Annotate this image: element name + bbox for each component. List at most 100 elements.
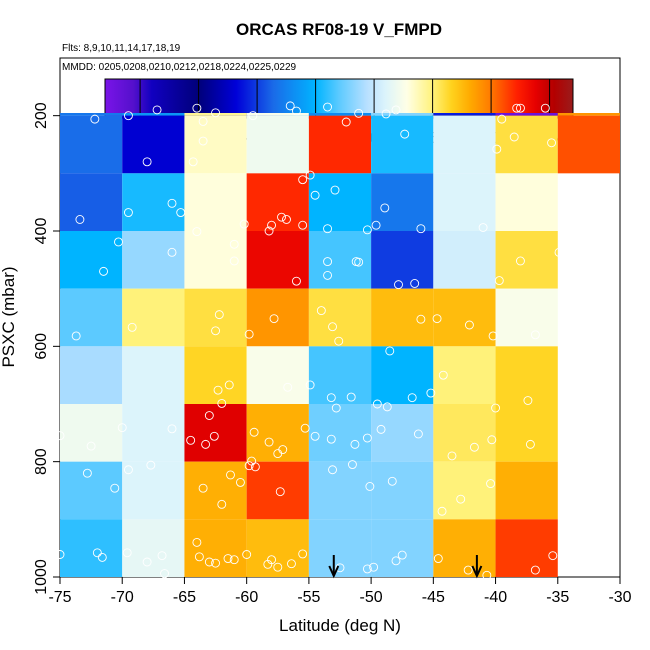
- observation-point: [167, 424, 177, 434]
- observation-point: [432, 314, 442, 324]
- heatmap-cell: [184, 231, 247, 289]
- observation-point: [407, 393, 417, 403]
- observation-point: [437, 506, 447, 516]
- heatmap-cell: [184, 113, 247, 116]
- heatmap-cell: [60, 461, 123, 520]
- observation-point: [482, 570, 492, 580]
- observation-point: [326, 434, 336, 444]
- heatmap-cell: [495, 404, 558, 462]
- observation-point: [287, 559, 296, 569]
- observation-point: [323, 257, 333, 267]
- x-axis: -75 -70 -65 -60 -55 -50 -45 -40 -35 -30: [48, 577, 632, 606]
- observation-point: [157, 551, 167, 561]
- observation-point: [86, 441, 96, 451]
- observation-point: [192, 537, 202, 547]
- observation-point: [463, 565, 473, 575]
- observation-point: [305, 380, 315, 390]
- observation-point: [328, 322, 337, 332]
- observation-point: [515, 256, 525, 266]
- heatmap-cell: [60, 404, 123, 462]
- observation-point: [491, 403, 501, 413]
- observation-point: [391, 105, 401, 115]
- heatmap-cell: [246, 115, 309, 174]
- arrow-head: [471, 565, 483, 579]
- heatmap-cell: [60, 231, 123, 289]
- observation-point: [433, 554, 443, 563]
- observation-point: [310, 190, 320, 200]
- heatmap-cell: [122, 113, 185, 116]
- heatmap-cell: [184, 173, 247, 231]
- observation-point: [283, 382, 293, 392]
- heatmap-cell: [433, 461, 496, 520]
- observation-point: [372, 399, 382, 409]
- observation-point: [211, 326, 221, 336]
- observation-point: [351, 257, 361, 267]
- heatmap-cell: [433, 231, 496, 289]
- x-tick-label: -50: [360, 589, 383, 606]
- heatmap-cell: [308, 519, 372, 577]
- heatmap-cell: [371, 346, 434, 404]
- observation-point: [214, 310, 224, 320]
- observation-point: [323, 102, 333, 112]
- latitude-arrows: [328, 555, 483, 579]
- observation-point: [82, 468, 92, 478]
- heatmap-cell: [246, 173, 309, 231]
- y-tick-label: 400: [33, 218, 50, 245]
- observation-point: [330, 185, 340, 195]
- observation-point: [55, 431, 65, 441]
- x-tick-label: -70: [111, 589, 134, 606]
- observation-point: [369, 562, 379, 572]
- heatmap-cell: [495, 461, 558, 520]
- observation-point: [273, 562, 283, 572]
- heatmap-cell: [433, 346, 496, 404]
- heatmap-cell: [371, 461, 434, 520]
- observation-point: [142, 157, 152, 167]
- observation-point: [282, 215, 291, 224]
- observation-point: [530, 330, 540, 340]
- heatmap-cell: [246, 461, 309, 520]
- heatmap-cell: [433, 288, 496, 347]
- y-tick-label: 1000: [33, 559, 50, 595]
- heatmap-cell: [308, 115, 372, 174]
- chart-title: ORCAS RF08-19 V_FMPD: [236, 20, 442, 39]
- heatmap-cell: [495, 519, 558, 577]
- observation-point: [211, 108, 221, 118]
- heatmap-cell: [184, 115, 247, 174]
- heatmap-cell: [308, 346, 372, 404]
- heatmap-cell: [371, 288, 434, 347]
- heatmap-cell: [557, 115, 620, 174]
- observation-point: [142, 557, 152, 567]
- observation-point: [397, 550, 407, 560]
- observation-point: [512, 103, 522, 113]
- observation-point: [354, 108, 364, 118]
- observation-point: [410, 279, 420, 288]
- observation-point: [469, 442, 479, 452]
- observation-point: [277, 212, 286, 222]
- observation-point: [269, 314, 279, 324]
- observation-point: [387, 476, 397, 486]
- observation-point: [347, 460, 357, 469]
- x-axis-label: Latitude (deg N): [279, 616, 401, 635]
- observation-point: [525, 439, 535, 449]
- heatmap-cell: [308, 113, 372, 116]
- heatmap-cell: [495, 288, 558, 347]
- observation-point: [554, 247, 564, 257]
- observation-point: [381, 109, 391, 119]
- heatmap-cell: [308, 461, 372, 520]
- observation-point: [250, 462, 260, 472]
- observation-point: [492, 144, 502, 154]
- chart-subtitle-flights: Flts: 8,9,10,11,14,17,18,19: [62, 43, 181, 54]
- colorbar: [104, 78, 574, 119]
- heatmap-cell: [308, 173, 372, 231]
- observation-point: [488, 331, 498, 341]
- observation-point: [291, 106, 301, 116]
- observation-point: [264, 226, 274, 236]
- observation-point: [204, 557, 214, 567]
- observation-point: [497, 114, 507, 124]
- heatmap-cell: [184, 346, 247, 404]
- heatmap-cell: [433, 173, 496, 231]
- observation-point: [331, 403, 341, 413]
- observation-point: [160, 569, 169, 578]
- arrow-head: [328, 565, 340, 579]
- observation-point: [456, 494, 466, 504]
